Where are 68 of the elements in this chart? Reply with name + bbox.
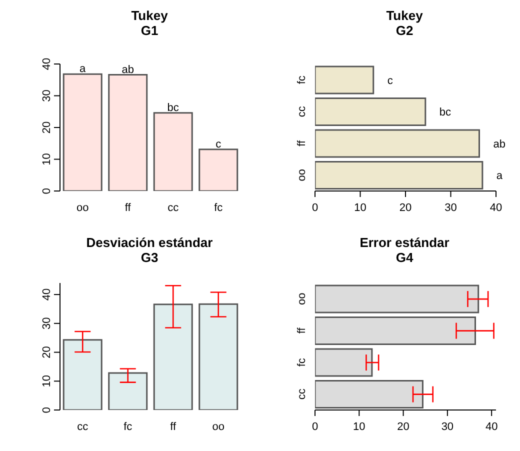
y-tick-label: fc xyxy=(296,75,308,84)
x-tick-label: cc xyxy=(168,202,180,214)
bar xyxy=(315,161,484,190)
x-tick-label: 40 xyxy=(485,421,498,433)
x-tick-label: 30 xyxy=(444,202,457,214)
x-tick-label: ff xyxy=(124,202,132,214)
data-label: c xyxy=(387,74,394,87)
x-tick-label: 40 xyxy=(490,202,502,214)
y-tick-label: 30 xyxy=(41,317,53,330)
y-tick-label: 40 xyxy=(41,58,53,70)
data-label: a xyxy=(80,63,87,76)
bar xyxy=(108,74,148,191)
bar xyxy=(62,73,102,191)
x-tick-label: 0 xyxy=(312,202,318,214)
y-tick-label: 20 xyxy=(41,346,53,358)
chart-title: Tukey xyxy=(385,8,424,23)
chart-title: Desviación estándar xyxy=(85,235,214,250)
y-tick-label: 0 xyxy=(41,188,53,194)
chart-subtitle: G3 xyxy=(140,250,160,265)
bar xyxy=(315,98,426,126)
chart-title: Tukey xyxy=(130,8,169,23)
chart-subtitle: G1 xyxy=(140,23,160,38)
x-tick-label: 0 xyxy=(312,421,318,433)
data-label: bc xyxy=(439,106,452,119)
data-label: bc xyxy=(167,102,180,114)
bar xyxy=(315,380,424,409)
y-tick-label: 10 xyxy=(41,375,53,388)
y-tick-label: fc xyxy=(296,358,308,367)
data-label: a xyxy=(496,170,504,182)
bar xyxy=(315,316,476,346)
y-tick-label: ff xyxy=(296,139,308,146)
x-tick-label: 30 xyxy=(441,421,454,433)
x-tick-label: oo xyxy=(76,202,89,214)
x-tick-label: oo xyxy=(212,421,224,433)
bar xyxy=(153,112,193,191)
data-label: c xyxy=(216,138,222,150)
bar xyxy=(315,348,373,377)
y-tick-label: 20 xyxy=(41,121,53,134)
x-tick-label: 10 xyxy=(353,421,366,433)
y-tick-label: 0 xyxy=(41,406,53,414)
bar xyxy=(315,66,374,94)
bar xyxy=(315,284,480,314)
bar xyxy=(198,148,238,191)
data-label: ab xyxy=(493,138,506,150)
y-tick-label: 30 xyxy=(41,90,53,102)
bar xyxy=(62,339,102,410)
x-tick-label: fc xyxy=(124,421,133,433)
y-tick-label: oo xyxy=(296,292,308,305)
x-tick-label: 20 xyxy=(399,202,412,214)
bar xyxy=(108,372,148,410)
y-tick-label: 40 xyxy=(41,288,53,301)
chart-subtitle: G2 xyxy=(394,23,414,38)
bar xyxy=(198,303,238,410)
x-tick-label: ff xyxy=(170,421,178,433)
x-tick-label: fc xyxy=(214,202,224,214)
x-tick-label: cc xyxy=(77,421,89,433)
bar xyxy=(153,304,193,410)
bar xyxy=(315,129,480,158)
y-tick-label: cc xyxy=(296,106,308,118)
chart-title: Error estándar xyxy=(358,235,450,250)
x-tick-label: 10 xyxy=(354,202,366,214)
y-tick-label: oo xyxy=(296,169,308,182)
data-label: ab xyxy=(122,64,134,76)
y-tick-label: 10 xyxy=(41,153,53,166)
x-tick-label: 20 xyxy=(397,421,410,433)
chart-subtitle: G4 xyxy=(394,250,414,265)
y-tick-label: ff xyxy=(296,326,308,334)
y-tick-label: cc xyxy=(296,388,308,400)
